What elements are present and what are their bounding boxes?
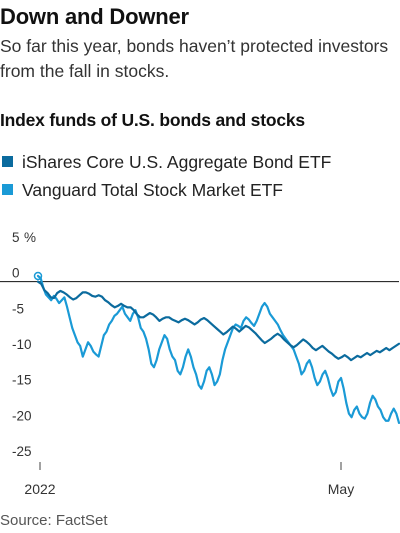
y-tick-label: 0 <box>12 266 20 281</box>
series-layer <box>33 271 400 425</box>
start-marker <box>33 271 43 281</box>
series-line-stock <box>36 274 400 425</box>
y-tick-label: -15 <box>12 373 32 388</box>
x-tick-label: 2022 <box>24 481 55 497</box>
y-unit-label: % <box>24 230 36 245</box>
y-tick-label: -25 <box>12 444 32 459</box>
source-note: Source: FactSet <box>0 512 108 529</box>
y-tick-label: -20 <box>12 408 32 423</box>
chart-subtitle: So far this year, bonds haven’t protecte… <box>0 36 389 81</box>
y-tick-label: -10 <box>12 337 32 352</box>
chart-heading: Index funds of U.S. bonds and stocks <box>0 110 305 130</box>
y-tick-label: -5 <box>12 301 24 316</box>
y-axis: 5 0 -5 -10 -15 -20 -25% <box>0 230 399 459</box>
legend-label-stock: Vanguard Total Stock Market ETF <box>22 180 283 200</box>
legend-swatch-stock <box>2 184 13 195</box>
x-axis: 2022 May <box>24 462 354 497</box>
legend-swatch-bond <box>2 156 13 167</box>
series-line-bond <box>36 280 400 362</box>
chart-title: Down and Downer <box>0 4 189 29</box>
y-tick-label: 5 <box>12 230 20 245</box>
x-tick-label: May <box>328 481 354 497</box>
legend-label-bond: iShares Core U.S. Aggregate Bond ETF <box>22 152 332 172</box>
